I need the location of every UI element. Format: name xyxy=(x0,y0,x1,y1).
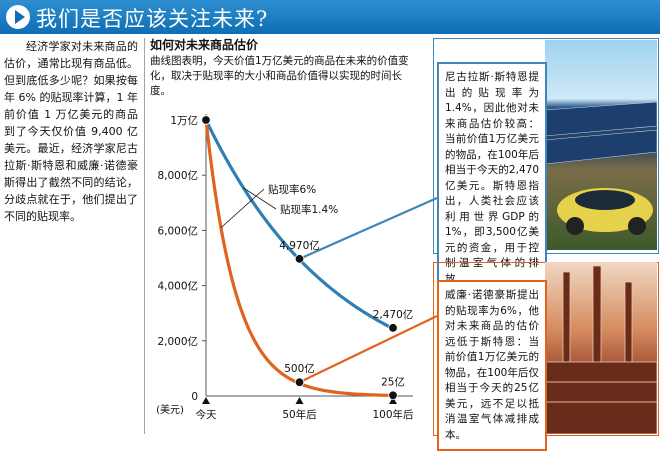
data-point xyxy=(388,323,398,333)
data-point xyxy=(388,390,398,401)
y-tick-label: 8,000亿 xyxy=(157,169,198,182)
data-point xyxy=(294,377,305,387)
column-divider xyxy=(144,38,145,434)
data-label: 25亿 xyxy=(381,375,405,388)
nordhaus-connector xyxy=(299,315,438,384)
series-line-0 xyxy=(204,118,395,331)
x-tick-label: 100年后 xyxy=(372,408,413,421)
legend-label: 贴现率1.4% xyxy=(280,203,338,216)
y-tick-label: 0 xyxy=(191,391,198,403)
legend-leader xyxy=(243,187,277,210)
y-tick-label: 2,000亿 xyxy=(157,335,198,348)
unit-label: (美元) xyxy=(156,403,184,416)
x-tick-triangle xyxy=(389,397,397,404)
header-bar: 我们是否应该关注未来? xyxy=(0,0,660,34)
data-label: 500亿 xyxy=(284,362,315,375)
legend-leader xyxy=(220,188,265,229)
chart-subtitle: 曲线图表明，今天价值1万亿美元的商品在未来的价值变化，取决于贴现率的大小和商品价… xyxy=(150,55,409,97)
page-title: 我们是否应该关注未来? xyxy=(36,7,269,31)
factory-photo xyxy=(545,262,657,434)
solar-car-photo xyxy=(545,40,657,250)
legend-label: 贴现率6% xyxy=(268,183,316,196)
x-tick-triangle xyxy=(202,397,210,404)
nordhaus-callout: 威廉·诺德豪斯提出的贴现率为6%，他对未来商品的估价远低于斯特恩：当前价值1万亿… xyxy=(437,280,547,451)
intro-text: 经济学家对未来商品的估价，通常比现有商品低。但到底低多少呢？如果按每年 6% 的… xyxy=(4,40,138,223)
x-tick-label: 今天 xyxy=(196,408,217,421)
data-point xyxy=(201,115,211,125)
stern-connector xyxy=(299,196,438,260)
data-point xyxy=(294,254,305,264)
data-label: 4,970亿 xyxy=(279,239,320,252)
play-arrow-icon xyxy=(6,5,30,29)
data-label: 2,470亿 xyxy=(373,308,414,321)
x-tick-triangle xyxy=(295,397,304,404)
stern-callout: 尼古拉斯·斯特恩提出的贴现率为1.4%，因此他对未来商品估价较高：当前价值1万亿… xyxy=(437,62,547,295)
y-tick-label: 1万亿 xyxy=(170,114,198,127)
y-tick-label: 6,000亿 xyxy=(157,224,198,237)
discount-chart: 0 2,000亿 4,000亿 6,000亿 8,000亿 1万亿 (美元) 今天 50年后 1… xyxy=(156,114,438,421)
y-tick-label: 4,000亿 xyxy=(157,280,198,293)
chart-title: 如何对未来商品估价 xyxy=(150,38,259,52)
x-tick-label: 50年后 xyxy=(282,408,316,421)
